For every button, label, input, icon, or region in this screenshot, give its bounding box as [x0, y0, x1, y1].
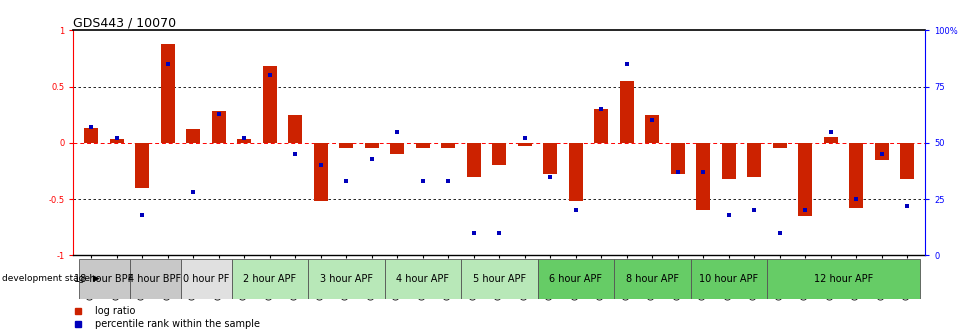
Text: percentile rank within the sample: percentile rank within the sample — [95, 319, 259, 329]
Bar — [822, 137, 837, 143]
Bar — [390, 143, 404, 154]
Bar — [517, 143, 531, 146]
Bar — [262, 66, 277, 143]
Bar — [339, 143, 353, 149]
Bar — [568, 143, 582, 201]
Bar — [746, 143, 761, 177]
Text: 18 hour BPF: 18 hour BPF — [74, 274, 134, 284]
Point — [159, 61, 175, 67]
Point — [669, 169, 685, 175]
Bar — [874, 143, 888, 160]
Point — [644, 118, 659, 123]
Text: GDS443 / 10070: GDS443 / 10070 — [73, 16, 176, 29]
Bar — [84, 128, 98, 143]
Bar — [594, 109, 607, 143]
Text: 4 hour APF: 4 hour APF — [396, 274, 449, 284]
Point — [210, 111, 226, 116]
Point — [593, 106, 608, 112]
Bar — [129, 259, 180, 299]
Point — [797, 208, 813, 213]
Bar — [537, 259, 613, 299]
Bar — [186, 129, 200, 143]
Point — [720, 212, 735, 217]
Bar — [110, 139, 123, 143]
Point — [848, 196, 864, 202]
Point — [185, 190, 200, 195]
Bar — [772, 143, 786, 149]
Bar — [231, 259, 308, 299]
Bar — [543, 143, 556, 174]
Point — [109, 136, 124, 141]
Point — [83, 124, 99, 130]
Bar — [78, 259, 129, 299]
Point — [338, 178, 354, 184]
Point — [313, 163, 329, 168]
Bar — [365, 143, 378, 149]
Text: 10 hour APF: 10 hour APF — [698, 274, 758, 284]
Point — [694, 169, 710, 175]
Point — [873, 151, 889, 157]
Bar — [619, 81, 633, 143]
Bar — [441, 143, 455, 149]
Point — [745, 208, 761, 213]
Text: development stage ▶: development stage ▶ — [2, 275, 100, 283]
Point — [899, 203, 914, 209]
Text: 5 hour APF: 5 hour APF — [472, 274, 525, 284]
Bar — [180, 259, 231, 299]
Bar — [384, 259, 461, 299]
Point — [134, 212, 150, 217]
Bar — [900, 143, 913, 179]
Bar — [849, 143, 863, 208]
Bar — [135, 143, 149, 188]
Point — [772, 230, 787, 236]
Text: 2 hour APF: 2 hour APF — [243, 274, 296, 284]
Bar — [237, 139, 251, 143]
Bar — [670, 143, 684, 174]
Point — [364, 156, 379, 161]
Point — [288, 151, 303, 157]
Text: 6 hour APF: 6 hour APF — [549, 274, 601, 284]
Bar — [721, 143, 735, 179]
Point — [415, 178, 430, 184]
Text: 4 hour BPF: 4 hour BPF — [128, 274, 181, 284]
Bar — [645, 115, 658, 143]
Text: log ratio: log ratio — [95, 306, 135, 316]
Bar — [288, 115, 302, 143]
Text: 8 hour APF: 8 hour APF — [625, 274, 678, 284]
Bar — [695, 143, 710, 210]
Point — [516, 136, 532, 141]
Bar — [613, 259, 689, 299]
Point — [567, 208, 583, 213]
Point — [822, 129, 838, 134]
Bar — [314, 143, 328, 201]
Bar — [797, 143, 812, 216]
Point — [389, 129, 405, 134]
Bar — [492, 143, 506, 165]
Bar — [767, 259, 919, 299]
Bar — [160, 44, 175, 143]
Point — [618, 61, 634, 67]
Bar — [211, 111, 226, 143]
Bar — [416, 143, 429, 149]
Point — [491, 230, 507, 236]
Point — [262, 73, 278, 78]
Bar — [461, 259, 537, 299]
Point — [542, 174, 557, 179]
Bar — [467, 143, 480, 177]
Bar — [689, 259, 767, 299]
Text: 3 hour APF: 3 hour APF — [320, 274, 373, 284]
Text: 12 hour APF: 12 hour APF — [813, 274, 872, 284]
Bar — [308, 259, 384, 299]
Text: 0 hour PF: 0 hour PF — [183, 274, 229, 284]
Point — [440, 178, 456, 184]
Point — [237, 136, 252, 141]
Point — [466, 230, 481, 236]
